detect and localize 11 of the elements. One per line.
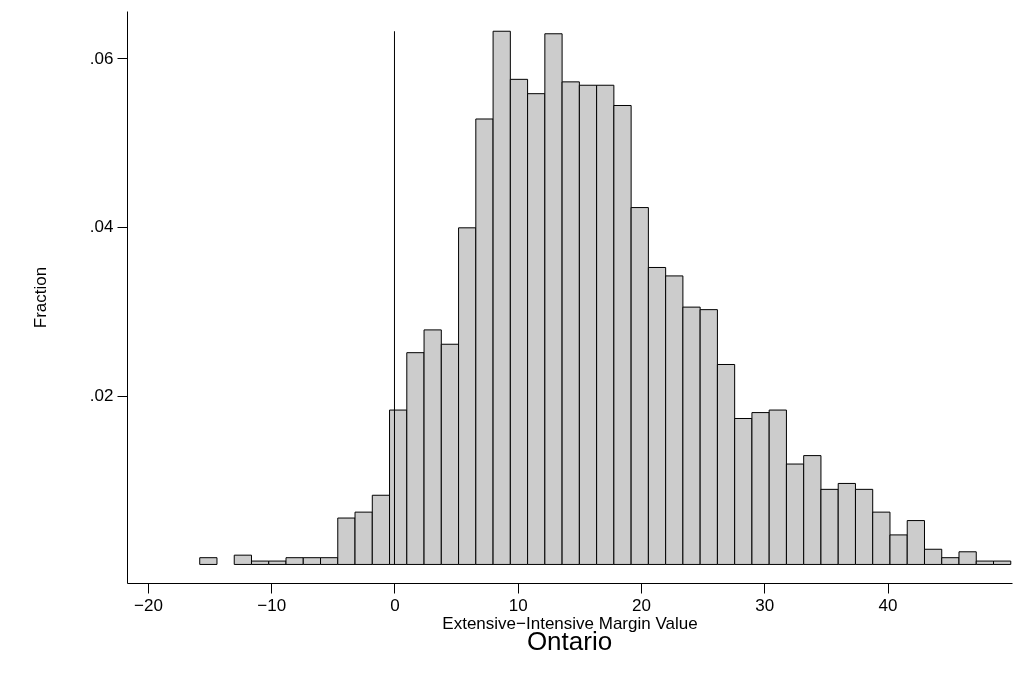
y-tick-label: .06 (89, 48, 114, 68)
x-tick-label: 0 (390, 595, 400, 615)
y-tick-label: .02 (89, 386, 114, 406)
x-tick-label: 30 (755, 595, 775, 615)
x-tick-label: 10 (508, 595, 528, 615)
y-tick-label: .04 (89, 217, 114, 237)
x-tick-label: −20 (134, 595, 163, 615)
x-tick-label: 20 (632, 595, 651, 615)
y-axis-title: Fraction (30, 266, 50, 329)
x-tick-label: 40 (878, 595, 898, 615)
x-tick-label: −10 (257, 595, 287, 615)
